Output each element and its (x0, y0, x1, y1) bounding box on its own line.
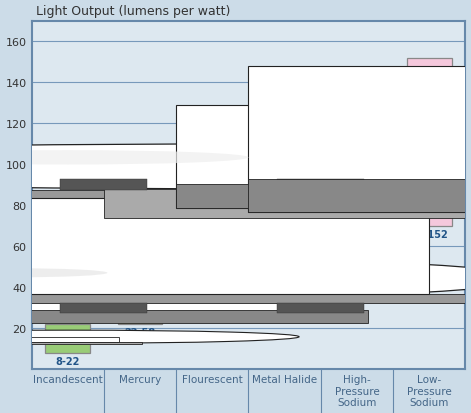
Text: 74-132: 74-132 (338, 221, 376, 231)
Bar (0, 190, 471, 199)
Ellipse shape (0, 151, 249, 165)
Bar (104, 190, 465, 218)
Ellipse shape (0, 259, 471, 299)
Bar (0, 310, 368, 323)
Bar (249, 67, 471, 213)
Bar (190, 292, 235, 308)
Bar (277, 180, 364, 190)
Text: 74-132: 74-132 (266, 221, 303, 231)
Bar (407, 59, 452, 226)
Bar (118, 251, 162, 325)
Bar (17, 337, 119, 342)
Bar (277, 303, 364, 313)
Text: 8-22: 8-22 (56, 356, 80, 366)
Ellipse shape (0, 268, 107, 278)
Bar (262, 100, 307, 218)
Text: Light Output (lumens per watt): Light Output (lumens per watt) (36, 5, 230, 18)
Text: 22-58: 22-58 (124, 328, 155, 337)
Bar (0, 342, 142, 344)
Bar (0, 199, 429, 294)
Bar (249, 179, 471, 213)
Bar (0, 294, 471, 303)
Bar (176, 185, 471, 209)
Circle shape (0, 145, 471, 190)
Text: 30-38: 30-38 (197, 311, 228, 321)
Bar (60, 180, 147, 190)
Bar (176, 105, 471, 209)
Bar (0, 286, 303, 312)
Bar (334, 100, 379, 218)
Bar (60, 303, 147, 313)
Bar (45, 325, 90, 353)
Circle shape (0, 330, 299, 344)
Text: 70-152: 70-152 (410, 229, 448, 239)
